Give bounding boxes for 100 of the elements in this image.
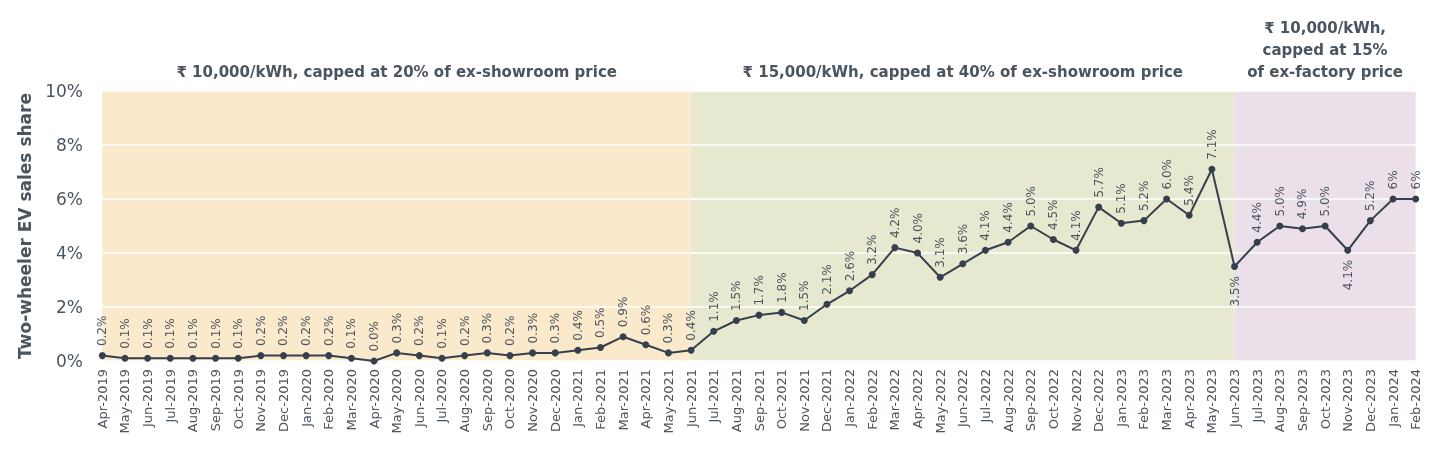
- point: [1366, 217, 1374, 225]
- point: [687, 346, 695, 354]
- data-label: 3.1%: [933, 237, 948, 268]
- point: [1253, 238, 1261, 246]
- data-label: 4.9%: [1295, 188, 1310, 220]
- data-label: 5.0%: [1023, 186, 1038, 217]
- point: [257, 352, 265, 360]
- x-tick-label: Aug-2019: [185, 369, 201, 433]
- data-label: 0.2%: [457, 315, 472, 347]
- y-tick-label: 2%: [56, 297, 83, 317]
- point: [1412, 195, 1420, 203]
- data-label: 3.5%: [1227, 276, 1242, 307]
- x-tick-label: Feb-2023: [1136, 369, 1152, 430]
- band-label: ₹ 10,000/kWh, capped at 20% of ex-showroom price: [176, 63, 617, 81]
- x-tick-label: Dec-2022: [1091, 369, 1107, 432]
- x-tick-label: Oct-2023: [1317, 369, 1333, 430]
- y-tick-label: 0%: [56, 351, 83, 371]
- x-tick-label: Jun-2023: [1227, 369, 1243, 429]
- point: [302, 352, 310, 360]
- point: [166, 354, 174, 362]
- data-label: 0.3%: [661, 312, 676, 344]
- point: [529, 349, 537, 357]
- point: [574, 346, 582, 354]
- x-tick-label: Nov-2021: [796, 369, 812, 432]
- point: [393, 349, 401, 357]
- data-label: 0.3%: [480, 312, 495, 344]
- x-tick-label: Dec-2021: [819, 369, 835, 432]
- data-label: 1.8%: [774, 272, 789, 303]
- x-tick-label: May-2023: [1204, 369, 1220, 434]
- point: [1027, 222, 1035, 230]
- point: [664, 349, 672, 357]
- point: [144, 354, 152, 362]
- data-label: 2.1%: [819, 264, 834, 295]
- point: [823, 300, 831, 308]
- data-label: 0.2%: [412, 315, 427, 347]
- data-label: 0.2%: [276, 315, 291, 347]
- data-label: 0.1%: [117, 318, 132, 349]
- point: [438, 354, 446, 362]
- x-tick-label: Aug-2021: [728, 369, 744, 433]
- data-label: 4.1%: [978, 210, 993, 241]
- point: [212, 354, 220, 362]
- x-tick-label: Jul-2023: [1249, 369, 1265, 424]
- point: [551, 349, 559, 357]
- point: [936, 273, 944, 281]
- data-label: 0.1%: [434, 318, 449, 349]
- point: [1049, 236, 1057, 243]
- x-tick-label: Jul-2019: [162, 369, 178, 424]
- x-tick-label: May-2022: [932, 369, 948, 434]
- point: [189, 354, 197, 362]
- data-label: 0.3%: [525, 312, 540, 344]
- data-label: 2.6%: [842, 250, 857, 282]
- data-label: 5.7%: [1091, 167, 1106, 198]
- point: [506, 352, 514, 360]
- x-tick-label: Apr-2023: [1181, 369, 1197, 429]
- data-label: 0.2%: [502, 315, 517, 347]
- point: [1140, 217, 1148, 225]
- x-tick-label: Mar-2020: [343, 369, 359, 431]
- data-label: 4.4%: [1001, 202, 1016, 233]
- point: [461, 352, 469, 360]
- data-label: 5.1%: [1114, 183, 1129, 214]
- x-tick-label: Nov-2019: [253, 369, 269, 432]
- x-tick-label: Dec-2023: [1362, 369, 1378, 432]
- point: [914, 249, 922, 257]
- x-tick-label: Oct-2020: [502, 369, 518, 430]
- point: [597, 344, 604, 351]
- x-tick-label: Feb-2024: [1408, 369, 1424, 430]
- x-tick-label: Jan-2023: [1113, 369, 1129, 428]
- data-label: 5.2%: [1136, 180, 1151, 212]
- point: [778, 308, 786, 316]
- x-tick-label: May-2021: [660, 369, 676, 434]
- point: [483, 349, 491, 357]
- data-label: 0.0%: [367, 321, 382, 352]
- point: [1231, 263, 1239, 270]
- y-tick-label: 4%: [56, 243, 83, 263]
- x-tick-label: Jan-2020: [298, 369, 314, 428]
- x-tick-label: Apr-2020: [366, 369, 382, 429]
- data-label: 0.4%: [684, 310, 699, 341]
- data-label: 0.1%: [163, 318, 178, 349]
- point: [1117, 219, 1125, 227]
- x-tick-label: Jan-2024: [1385, 369, 1401, 428]
- x-tick-label: Sep-2019: [208, 369, 224, 432]
- point: [347, 354, 355, 362]
- x-tick-label: Jan-2021: [570, 369, 586, 428]
- x-tick-label: Mar-2022: [887, 369, 903, 431]
- x-tick-label: Jul-2022: [977, 369, 993, 424]
- x-tick-label: Oct-2022: [1045, 369, 1061, 430]
- x-tick-label: Feb-2022: [864, 369, 880, 430]
- point: [1298, 225, 1306, 233]
- point: [732, 317, 740, 324]
- data-label: 4.4%: [1250, 202, 1265, 233]
- data-label: 7.1%: [1204, 129, 1219, 160]
- point: [279, 352, 287, 360]
- data-label: 0.2%: [321, 315, 336, 347]
- data-label: 4.2%: [887, 207, 902, 239]
- data-label: 0.2%: [299, 315, 314, 347]
- point: [325, 352, 333, 360]
- point: [710, 327, 718, 335]
- x-tick-label: Nov-2022: [1068, 369, 1084, 432]
- data-label: 5.0%: [1318, 186, 1333, 217]
- x-tick-label: Feb-2020: [321, 369, 337, 430]
